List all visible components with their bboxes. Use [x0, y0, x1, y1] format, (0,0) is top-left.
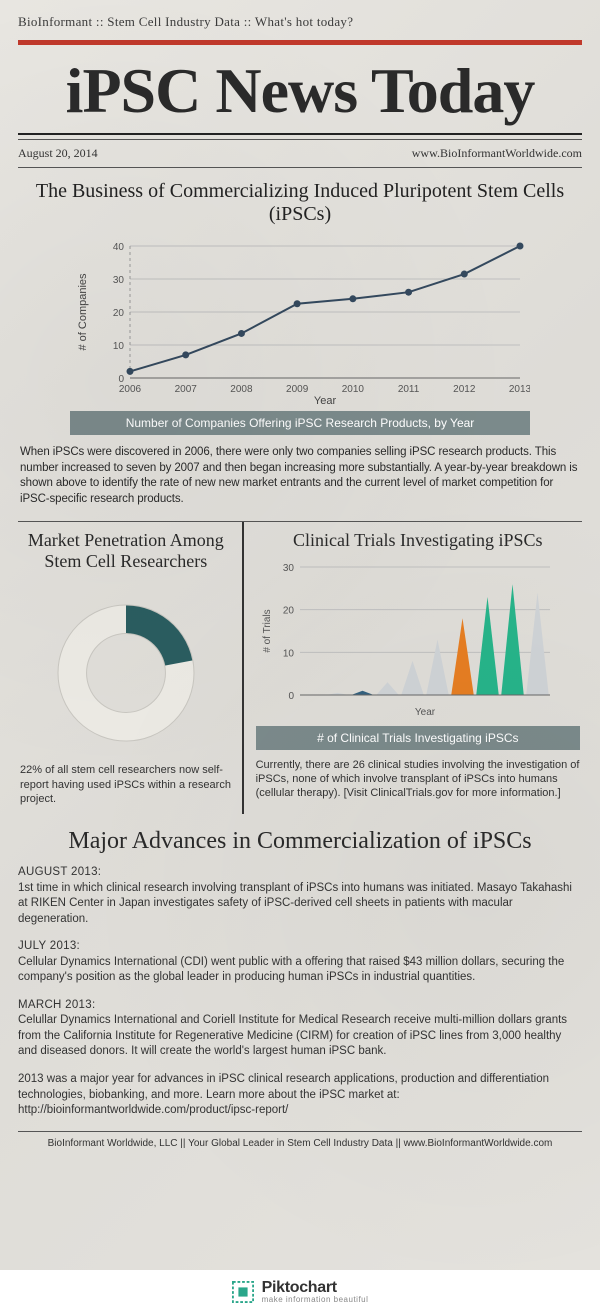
svg-text:2009: 2009 [286, 384, 309, 395]
advances-tail: 2013 was a major year for advances in iP… [18, 1072, 582, 1119]
svg-text:2007: 2007 [175, 384, 198, 395]
column-left: Market Penetration Among Stem Cell Resea… [18, 522, 244, 814]
two-column-section: Market Penetration Among Stem Cell Resea… [18, 521, 582, 814]
svg-text:0: 0 [288, 691, 294, 702]
advance-body: 1st time in which clinical research invo… [18, 881, 582, 928]
advance-item: MARCH 2013:Celullar Dynamics Internation… [18, 998, 582, 1060]
masthead-title: iPSC News Today [18, 51, 582, 129]
line-chart-body: When iPSCs were discovered in 2006, ther… [18, 439, 582, 517]
svg-text:10: 10 [113, 341, 125, 352]
rule [18, 167, 582, 168]
svg-text:20: 20 [113, 308, 125, 319]
site-url: www.BioInformantWorldwide.com [412, 146, 582, 161]
donut-chart [46, 593, 206, 753]
piktochart-brand: Piktochart [262, 1280, 369, 1296]
svg-text:30: 30 [282, 563, 294, 574]
advances-title: Major Advances in Commercialization of i… [18, 814, 582, 865]
svg-text:2008: 2008 [230, 384, 253, 395]
advance-date: MARCH 2013: [18, 998, 582, 1014]
svg-text:# of Trials: # of Trials [262, 609, 273, 652]
advance-item: AUGUST 2013:1st time in which clinical r… [18, 865, 582, 927]
svg-text:# of Companies: # of Companies [77, 273, 89, 351]
advances-list: AUGUST 2013:1st time in which clinical r… [18, 865, 582, 1060]
donut-caption: 22% of all stem cell researchers now sel… [20, 763, 232, 806]
svg-text:2010: 2010 [342, 384, 365, 395]
svg-text:Year: Year [414, 707, 435, 718]
svg-text:40: 40 [113, 242, 125, 253]
donut-title: Market Penetration Among Stem Cell Resea… [20, 530, 232, 571]
column-right: Clinical Trials Investigating iPSCs 0 10 2… [244, 522, 582, 814]
svg-text:2012: 2012 [453, 384, 476, 395]
svg-text:2006: 2006 [119, 384, 142, 395]
piktochart-logo-icon [232, 1281, 254, 1303]
trials-title: Clinical Trials Investigating iPSCs [256, 530, 580, 551]
svg-text:20: 20 [282, 605, 294, 616]
line-chart: 0102030402006200720082009201020112012201… [70, 236, 530, 435]
footer-text: BioInformant Worldwide, LLC || Your Glob… [18, 1131, 582, 1149]
piktochart-bar: Piktochart make information beautiful [0, 1270, 600, 1314]
advance-date: AUGUST 2013: [18, 865, 582, 881]
date: August 20, 2014 [18, 146, 98, 161]
line-chart-svg: 0102030402006200720082009201020112012201… [70, 236, 530, 406]
trials-caption: # of Clinical Trials Investigating iPSCs [256, 726, 580, 750]
piktochart-tagline: make information beautiful [262, 1296, 369, 1304]
svg-text:2013: 2013 [509, 384, 530, 395]
advance-body: Celullar Dynamics International and Cori… [18, 1013, 582, 1060]
line-chart-caption: Number of Companies Offering iPSC Resear… [70, 411, 530, 435]
trials-chart: 0 10 20 30 Year # of Trials [256, 559, 556, 719]
advance-date: JULY 2013: [18, 939, 582, 955]
svg-text:Year: Year [314, 395, 337, 406]
infographic-page: BioInformant :: Stem Cell Industry Data … [0, 0, 600, 1270]
red-divider [18, 40, 582, 45]
rule [18, 139, 582, 140]
svg-text:2011: 2011 [398, 384, 420, 395]
advance-item: JULY 2013:Cellular Dynamics Internationa… [18, 939, 582, 986]
svg-text:30: 30 [113, 275, 125, 286]
rule [18, 133, 582, 135]
advance-body: Cellular Dynamics International (CDI) we… [18, 955, 582, 986]
topline: BioInformant :: Stem Cell Industry Data … [18, 14, 582, 30]
trials-body: Currently, there are 26 clinical studies… [256, 758, 580, 801]
svg-text:10: 10 [282, 648, 294, 659]
section-title-line-chart: The Business of Commercializing Induced … [18, 174, 582, 230]
